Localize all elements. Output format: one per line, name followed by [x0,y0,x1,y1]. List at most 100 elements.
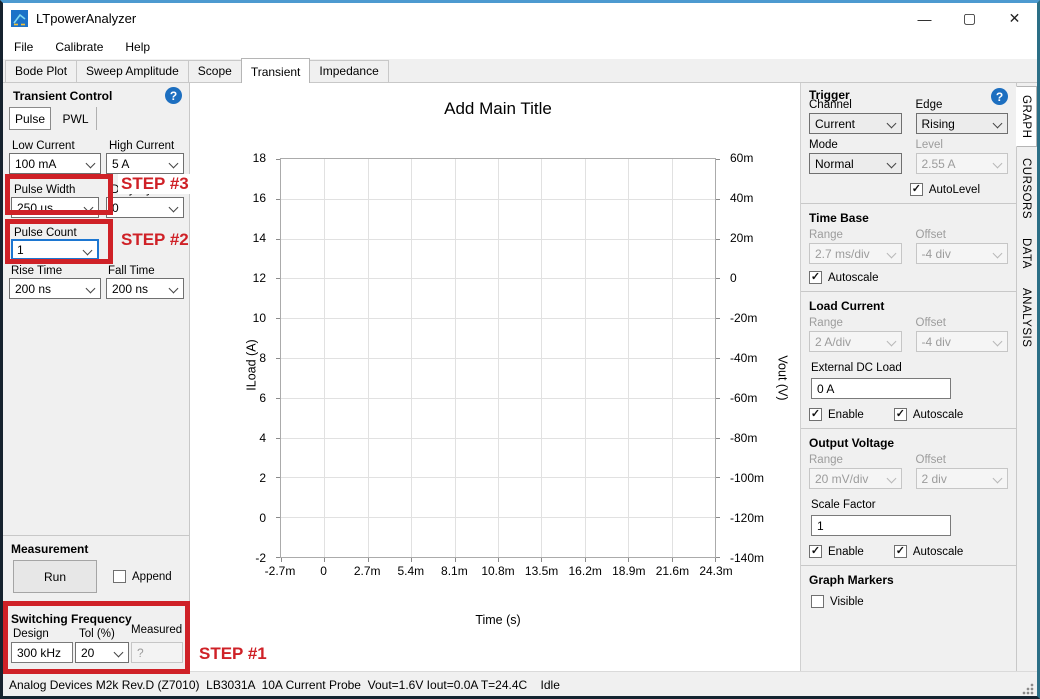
chart-title[interactable]: Add Main Title [444,99,552,118]
step3-highlight-box [5,174,113,215]
plot-area[interactable] [276,158,720,562]
pulse-count-label: Pulse Count [14,227,77,239]
side-tab-analysis[interactable]: ANALYSIS [1020,288,1032,348]
y-right-tick-mark [716,477,720,479]
x-tick-mark [584,558,586,562]
output-voltage-autoscale-checkbox[interactable] [893,545,907,558]
x-tick-label: -2.7m [264,564,296,578]
append-checkbox-row: Append [113,570,172,583]
title-bar: LTpowerAnalyzer — ▢ ✕ [3,3,1037,34]
measured-field: ? [131,642,183,663]
chevron-down-icon [85,283,96,294]
autolevel-checkbox[interactable] [909,183,923,196]
time-base-title: Time Base [809,211,869,225]
gridline-horizontal [281,318,715,320]
y-right-tick-label: -40m [730,351,758,365]
tol-select[interactable]: 20 [75,642,129,663]
edge-label: Edge [915,99,943,111]
load-current-enable-checkbox[interactable] [809,408,822,421]
design-input[interactable]: 300 kHz [11,642,73,663]
append-label: Append [132,570,172,583]
load-current-autoscale-checkbox[interactable] [893,408,907,421]
menu-item-calibrate[interactable]: Calibrate [55,39,104,54]
x-tick-mark [498,558,499,562]
side-tab-graph[interactable]: GRAPH [1016,86,1037,148]
low-current-value: 100 mA [15,156,57,171]
switching-frequency-title: Switching Frequency [11,612,132,626]
time-base-autoscale-checkbox[interactable] [809,271,822,284]
maximize-button[interactable]: ▢ [962,10,977,26]
transient-control-title: Transient Control [13,89,113,103]
time-base-autoscale-label: Autoscale [828,271,879,284]
tab-pwl[interactable]: PWL [55,107,97,130]
y-left-tick-label: 8 [259,351,266,365]
menu-item-file[interactable]: File [14,39,34,54]
chart-area: Add Main Title -2.7m 0 2.7m 5.4m 8.1m 10.8m 13… [190,83,800,671]
x-tick-mark [671,558,673,562]
load-current-enable-row: Enable [809,408,864,421]
tab-impedance[interactable]: Impedance [309,60,389,82]
x-axis-title: Time (s) [475,613,521,627]
external-dc-load-input[interactable]: 0 A [811,378,951,399]
minimize-button[interactable]: — [917,10,932,27]
y-axis-title-right: Vout (V) [775,355,790,401]
y-right-tick-label: 0 [730,271,737,285]
y-left-tick-mark [276,517,280,519]
x-tick-label: 5.4m [397,564,425,578]
y-left-tick-label: 10 [252,311,266,325]
edge-value: Rising [921,116,955,131]
transient-control-panel: Transient Control ? Pulse PWL Low Curren… [3,83,190,671]
output-voltage-section: Output Voltage Range 20 mV/div Offset 2 … [801,429,1016,566]
resize-grip-handle[interactable] [1022,683,1034,695]
gridline-horizontal [281,198,715,200]
tab-bode-plot[interactable]: Bode Plot [5,60,78,82]
side-tab-data[interactable]: DATA [1020,238,1032,270]
visible-checkbox[interactable] [811,595,824,608]
y-left-tick-label: 0 [259,511,266,525]
high-current-value: 5 A [112,156,130,171]
load-current-autoscale-row: Autoscale [893,408,963,421]
scale-factor-input[interactable]: 1 [811,515,951,536]
y-right-tick-mark [716,318,720,320]
y-right-tick-mark [716,358,720,359]
rise-time-select[interactable]: 200 ns [9,278,101,299]
append-checkbox[interactable] [113,570,126,583]
tab-scope[interactable]: Scope [187,60,242,82]
step1-highlight-box [3,601,190,674]
x-tick-mark [411,558,413,562]
close-button[interactable]: ✕ [1008,10,1021,26]
y-right-tick-mark [716,437,720,439]
chevron-down-icon [992,336,1003,347]
edge-select[interactable]: Rising [915,113,1008,134]
high-current-label: High Current [109,140,175,152]
mode-label: Mode [809,139,838,151]
duty-cycle-select[interactable]: 0 [106,197,184,218]
side-tab-strip: GRAPH CURSORS DATA ANALYSIS [1016,83,1037,671]
mode-select[interactable]: Normal [809,153,902,174]
side-tab-cursors[interactable]: CURSORS [1020,158,1032,220]
level-value: 2.55 A [921,156,956,171]
autolevel-label: AutoLevel [928,183,980,196]
external-dc-load-label: External DC Load [811,362,902,374]
gridline-horizontal [281,397,715,399]
x-tick-mark [324,558,326,562]
channel-select[interactable]: Current [809,113,902,134]
load-current-section: Load Current Range 2 A/div Offset -4 div… [801,292,1016,429]
trigger-help-icon[interactable]: ? [991,88,1008,105]
main-content: Transient Control ? Pulse PWL Low Curren… [3,83,1037,671]
duty-cycle-value: 0 [112,200,119,215]
fall-time-select[interactable]: 200 ns [106,278,184,299]
x-tick-mark [281,558,282,562]
visible-label: Visible [830,595,864,608]
output-voltage-enable-checkbox[interactable] [809,545,822,558]
tab-pulse[interactable]: Pulse [9,107,51,130]
menu-item-help[interactable]: Help [125,39,151,54]
run-button[interactable]: Run [13,560,97,593]
chevron-down-icon [168,283,179,294]
gridline-horizontal [281,238,715,240]
tab-sweep-amplitude[interactable]: Sweep Amplitude [76,60,189,82]
help-icon[interactable]: ? [165,87,182,104]
low-current-select[interactable]: 100 mA [9,153,101,174]
tab-transient[interactable]: Transient [240,58,311,83]
high-current-select[interactable]: 5 A [106,153,184,174]
